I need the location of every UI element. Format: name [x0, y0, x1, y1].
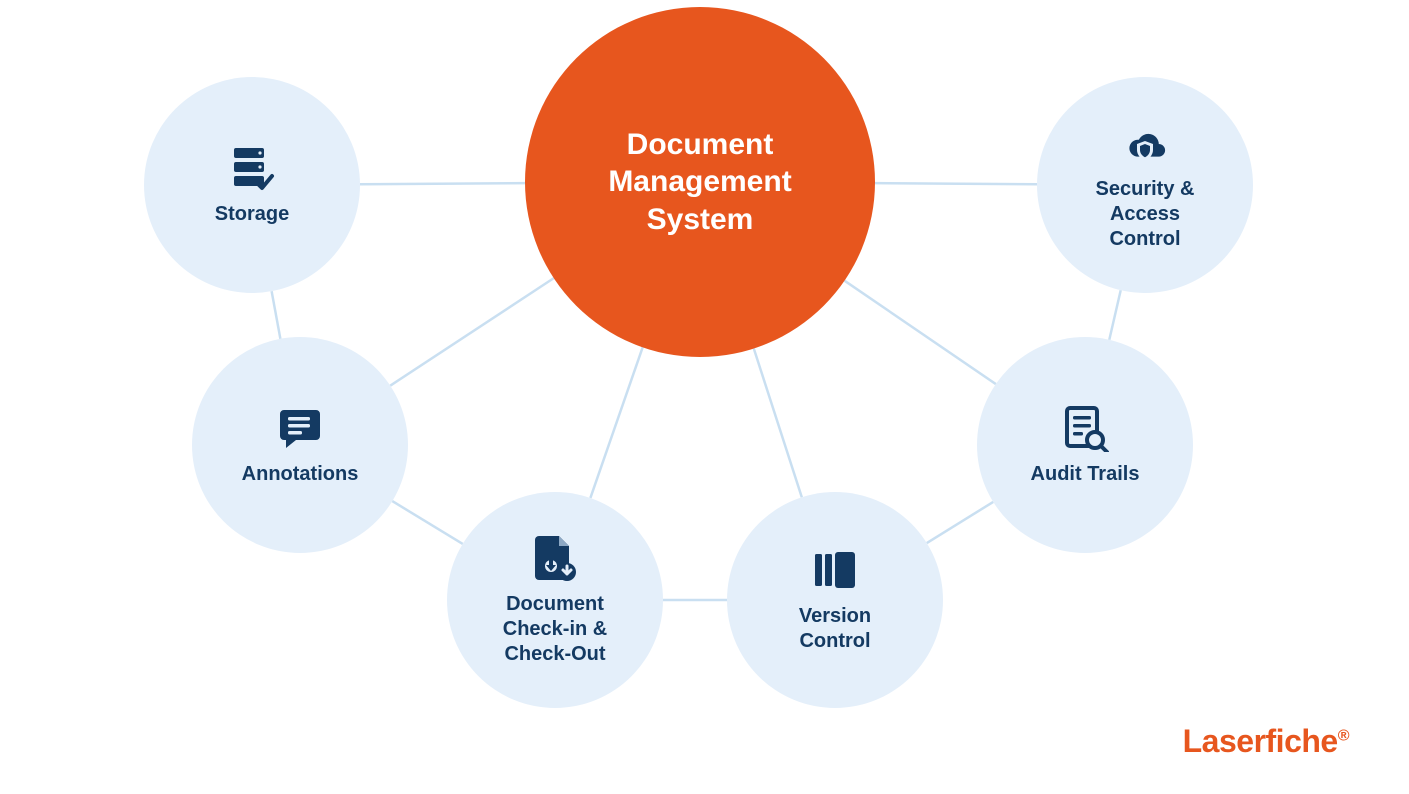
node-storage: Storage	[144, 77, 360, 293]
edge-version-audit	[927, 502, 993, 543]
node-audit: Audit Trails	[977, 337, 1193, 553]
node-storage-label: Storage	[215, 202, 289, 227]
storage-icon	[228, 144, 276, 192]
node-security-label: Security &AccessControl	[1096, 177, 1195, 252]
brand-registered-mark: ®	[1338, 727, 1349, 744]
node-version-label: VersionControl	[799, 604, 871, 654]
center-node-label: DocumentManagementSystem	[608, 126, 791, 239]
audit-icon	[1061, 404, 1109, 452]
node-annotations: Annotations	[192, 337, 408, 553]
doc-download-icon	[531, 534, 579, 582]
center-node: DocumentManagementSystem	[525, 7, 875, 357]
edge-center-annotations	[390, 278, 554, 386]
edge-center-version	[754, 349, 802, 498]
node-checkin-label: DocumentCheck-in &Check-Out	[503, 592, 607, 667]
node-audit-label: Audit Trails	[1031, 462, 1140, 487]
stack-icon	[811, 546, 859, 594]
node-security: Security &AccessControl	[1037, 77, 1253, 293]
edge-annotations-checkin	[392, 501, 462, 544]
edge-center-checkin	[590, 347, 642, 498]
node-annotations-label: Annotations	[242, 462, 359, 487]
edge-storage-annotations	[272, 291, 281, 339]
cloud-shield-icon	[1121, 119, 1169, 167]
edge-audit-security	[1109, 290, 1120, 340]
node-version: VersionControl	[727, 492, 943, 708]
diagram-canvas: DocumentManagementSystem Storage Annotat…	[0, 0, 1409, 794]
edge-center-audit	[845, 281, 996, 384]
edge-center-security	[875, 183, 1037, 184]
node-checkin: DocumentCheck-in &Check-Out	[447, 492, 663, 708]
brand-logo: Laserfiche®	[1183, 723, 1349, 760]
edge-center-storage	[360, 183, 525, 184]
annotation-icon	[276, 404, 324, 452]
brand-logo-text: Laserfiche	[1183, 723, 1338, 759]
